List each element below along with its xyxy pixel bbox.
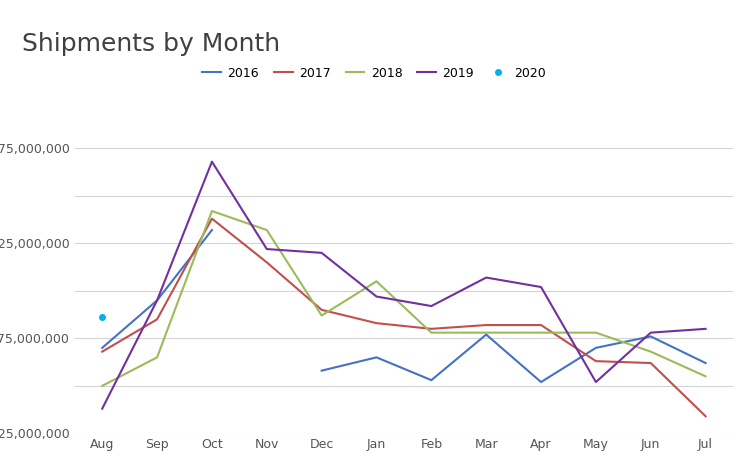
2019 <box>701 326 710 331</box>
2019 <box>646 330 655 336</box>
2018 <box>372 278 381 284</box>
2018 <box>701 373 710 379</box>
2019 <box>482 275 491 280</box>
2018 <box>153 355 162 360</box>
2017 <box>536 322 545 328</box>
2018 <box>536 330 545 336</box>
2016 <box>207 227 216 233</box>
2018 <box>317 313 326 318</box>
2017 <box>427 326 436 331</box>
2018 <box>592 330 601 336</box>
2018 <box>98 383 107 389</box>
2017 <box>701 414 710 419</box>
2019 <box>317 250 326 255</box>
2017 <box>482 322 491 328</box>
2018 <box>482 330 491 336</box>
Text: Shipments by Month: Shipments by Month <box>22 32 280 56</box>
2019 <box>536 284 545 290</box>
2019 <box>592 379 601 385</box>
2018 <box>646 349 655 355</box>
2017 <box>263 260 272 265</box>
2017 <box>153 317 162 322</box>
2018 <box>263 227 272 233</box>
2018 <box>207 208 216 214</box>
2017 <box>98 349 107 355</box>
2019 <box>98 406 107 411</box>
Line: 2018: 2018 <box>102 211 705 386</box>
2017 <box>646 361 655 366</box>
Line: 2017: 2017 <box>102 219 705 416</box>
2019 <box>263 246 272 252</box>
2016 <box>98 345 107 351</box>
2017 <box>592 358 601 364</box>
2019 <box>372 294 381 299</box>
2016 <box>153 298 162 303</box>
Line: 2019: 2019 <box>102 162 705 408</box>
2019 <box>427 303 436 309</box>
2019 <box>207 159 216 165</box>
Line: 2016: 2016 <box>102 230 212 348</box>
Legend: 2016, 2017, 2018, 2019, 2020: 2016, 2017, 2018, 2019, 2020 <box>197 62 551 84</box>
2017 <box>372 320 381 326</box>
2019 <box>153 298 162 303</box>
2017 <box>207 216 216 221</box>
2017 <box>317 307 326 313</box>
2018 <box>427 330 436 336</box>
